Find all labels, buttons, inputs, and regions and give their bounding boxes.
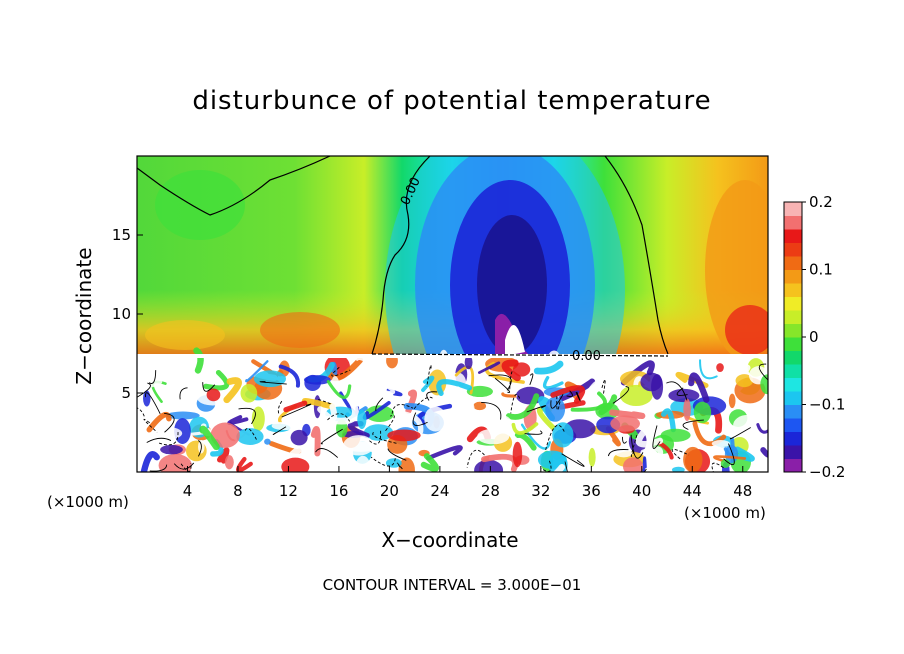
y-axis-label: Z−coordinate: [72, 247, 96, 385]
colorbar-swatch: [784, 296, 802, 311]
colorbar-swatch: [784, 229, 802, 243]
heatmap-field: [137, 156, 768, 472]
colorbar-swatch: [784, 269, 802, 284]
y-tick-label: 5: [121, 384, 131, 402]
chart-title: disturbunce of potential temperature: [192, 86, 712, 116]
colorbar: 0.2 0.1 0 −0.1 −0.2: [783, 193, 845, 481]
x-tick-label: 32: [531, 482, 550, 500]
y-tick-label: 10: [112, 305, 131, 323]
x-tick-label: 12: [279, 482, 298, 500]
colorbar-swatch: [784, 242, 802, 257]
y-tick-label: 15: [112, 226, 131, 244]
x-tick-label: 24: [430, 482, 449, 500]
x-tick-label: 16: [329, 482, 348, 500]
colorbar-label: 0: [809, 328, 819, 346]
x-tick-label: 40: [632, 482, 651, 500]
colorbar-label: −0.2: [809, 463, 845, 481]
turbulent-layer: [137, 347, 768, 472]
colorbar-label: 0.2: [809, 193, 833, 211]
colorbar-swatch: [784, 364, 802, 378]
colorbar-swatch: [784, 404, 802, 419]
x-tick-label: 36: [582, 482, 601, 500]
x-tick-label: 28: [481, 482, 500, 500]
x-unit-right: (×1000 m): [684, 504, 766, 522]
colorbar-swatch: [784, 377, 802, 392]
colorbar-swatch: [784, 256, 802, 270]
colorbar-swatch: [784, 310, 802, 324]
colorbar-swatch: [784, 283, 802, 297]
colorbar-swatch: [784, 202, 802, 216]
colorbar-label: −0.1: [809, 396, 845, 414]
colorbar-swatch: [784, 391, 802, 405]
x-axis-label: X−coordinate: [381, 528, 519, 552]
colorbar-swatch: [784, 418, 802, 432]
colorbar-swatch: [784, 431, 802, 446]
contour-label: 0.00: [572, 349, 601, 364]
colorbar-swatch: [784, 323, 802, 338]
x-tick-label: 4: [183, 482, 193, 500]
colorbar-swatch: [784, 350, 802, 365]
colorbar-swatch: [784, 458, 802, 473]
colorbar-swatch: [784, 337, 802, 351]
colorbar-label: 0.1: [809, 261, 833, 279]
colorbar-swatch: [784, 445, 802, 459]
contour-interval-note: CONTOUR INTERVAL = 3.000E−01: [322, 576, 582, 594]
x-tick-label: 48: [733, 482, 752, 500]
x-tick-label: 20: [380, 482, 399, 500]
colorbar-swatch: [784, 215, 802, 230]
x-tick-label: 8: [233, 482, 243, 500]
x-unit-left: (×1000 m): [47, 493, 129, 511]
x-tick-label: 44: [683, 482, 702, 500]
